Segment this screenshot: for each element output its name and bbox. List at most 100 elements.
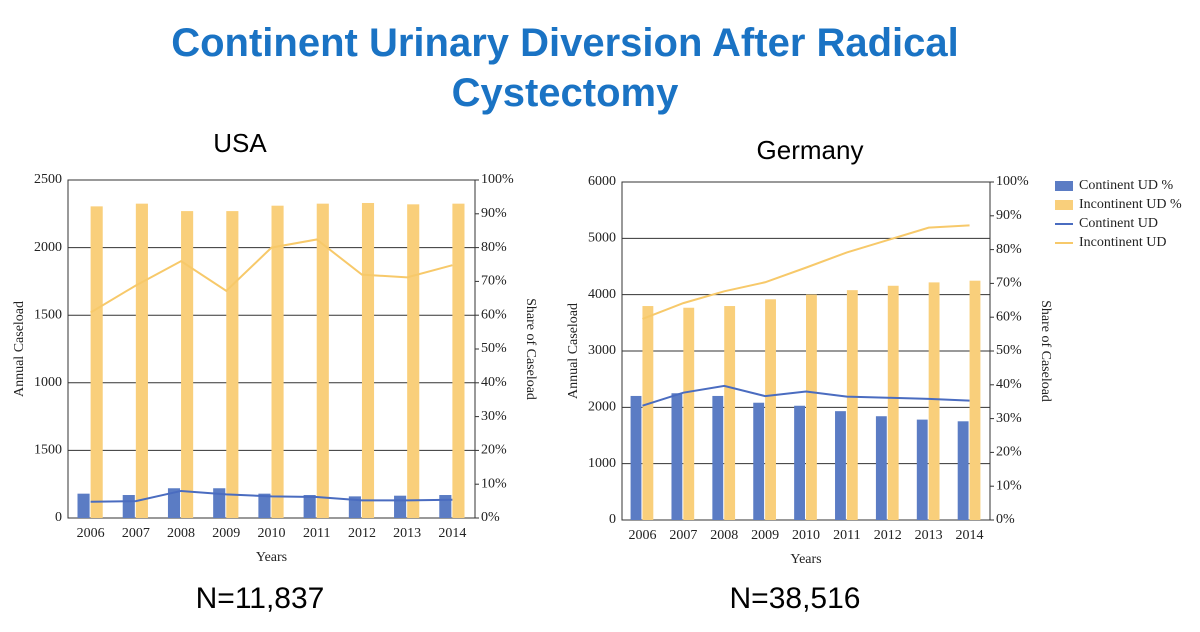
bar: [258, 493, 271, 518]
legend-label: Continent UD: [1079, 216, 1158, 231]
legend-label: Incontinent UD %: [1079, 197, 1182, 212]
legend-swatch: [1055, 181, 1073, 191]
y-axis-label: Annual Caseload: [12, 301, 27, 397]
line: [90, 489, 453, 503]
bar: [213, 488, 226, 518]
chart-title: Germany: [757, 135, 864, 165]
bar: [957, 421, 969, 520]
x-tick-label: 2012: [874, 528, 902, 543]
y2-tick-label: 100%: [996, 174, 1029, 189]
y2-tick-label: 80%: [996, 242, 1022, 257]
bar: [794, 405, 805, 520]
x-tick-label: 2009: [212, 526, 240, 541]
y2-axis-label: Share of Caseload: [1038, 300, 1053, 402]
bar: [316, 203, 329, 518]
line: [642, 224, 970, 320]
bar: [122, 495, 135, 518]
y2-tick-label: 70%: [481, 274, 507, 289]
bar: [394, 495, 407, 518]
y2-axis-label: Share of Caseload: [523, 298, 538, 400]
bar: [226, 211, 239, 518]
y-tick-label: 0: [609, 512, 616, 527]
x-tick-label: 2006: [77, 526, 105, 541]
y-tick-label: 5000: [588, 231, 616, 246]
x-axis-label: Years: [790, 552, 821, 567]
bar: [303, 495, 316, 518]
x-tick-label: 2013: [915, 528, 943, 543]
bar: [135, 203, 148, 518]
x-tick-label: 2008: [167, 526, 195, 541]
bar: [835, 411, 846, 520]
y-tick-label: 1000: [588, 456, 616, 471]
y-tick-label: 6000: [588, 174, 616, 189]
x-tick-label: 2010: [258, 526, 286, 541]
y-tick-label: 3000: [588, 343, 616, 358]
y2-tick-label: 20%: [481, 443, 507, 458]
bar: [77, 493, 90, 518]
x-tick-label: 2011: [303, 526, 330, 541]
bar: [683, 307, 695, 520]
x-tick-label: 2013: [393, 526, 421, 541]
x-tick-label: 2006: [628, 528, 656, 543]
bar: [765, 299, 776, 520]
y2-tick-label: 70%: [996, 276, 1022, 291]
bar: [630, 395, 642, 520]
y2-tick-label: 10%: [481, 476, 507, 491]
y2-tick-label: 40%: [481, 375, 507, 390]
x-tick-label: 2011: [833, 528, 860, 543]
x-tick-label: 2009: [751, 528, 779, 543]
annotation: N=38,516: [730, 582, 861, 615]
y-tick-label: 1500: [34, 443, 62, 458]
y2-tick-label: 30%: [481, 409, 507, 424]
bar: [806, 294, 817, 520]
y2-tick-label: 90%: [481, 206, 507, 221]
y2-tick-label: 60%: [481, 307, 507, 322]
bar: [928, 282, 940, 520]
y-tick-label: 2500: [34, 172, 62, 187]
y2-tick-label: 80%: [481, 240, 507, 255]
bar: [875, 416, 887, 520]
y-tick-label: 0: [55, 510, 62, 525]
bar: [167, 488, 181, 518]
y2-tick-label: 0%: [481, 510, 500, 525]
y2-tick-label: 50%: [481, 341, 507, 356]
bar: [439, 495, 452, 518]
bar: [181, 211, 194, 518]
legend-label: Incontinent UD: [1079, 235, 1166, 250]
x-tick-label: 2007: [122, 526, 150, 541]
annotation: N=11,837: [196, 582, 325, 615]
y-tick-label: 2000: [34, 240, 62, 255]
bar: [916, 419, 928, 520]
bar: [407, 204, 420, 518]
y2-tick-label: 0%: [996, 512, 1015, 527]
x-tick-label: 2014: [438, 526, 466, 541]
y2-tick-label: 50%: [996, 343, 1022, 358]
bar: [348, 496, 361, 518]
bar: [753, 402, 765, 520]
legend-label: Continent UD %: [1079, 178, 1173, 193]
x-tick-label: 2007: [669, 528, 697, 543]
x-axis-label: Years: [256, 550, 287, 565]
legend-swatch: [1055, 200, 1073, 210]
slide-title: Continent Urinary Diversion After Radica…: [171, 21, 959, 115]
bar: [271, 205, 284, 519]
bar: [642, 306, 654, 520]
bar: [361, 202, 375, 518]
line: [642, 384, 970, 407]
y-tick-label: 4000: [588, 287, 616, 302]
y-tick-label: 1500: [34, 307, 62, 322]
chart-title: USA: [213, 128, 267, 158]
bar: [712, 395, 724, 520]
x-tick-label: 2012: [348, 526, 376, 541]
bar: [724, 306, 736, 520]
x-tick-label: 2014: [956, 528, 984, 543]
x-tick-label: 2010: [792, 528, 820, 543]
y-axis-label: Annual Caseload: [566, 303, 581, 399]
y2-tick-label: 30%: [996, 411, 1022, 426]
line: [90, 238, 453, 314]
bar: [887, 285, 899, 520]
y-tick-label: 1000: [34, 375, 62, 390]
bar: [846, 290, 858, 520]
